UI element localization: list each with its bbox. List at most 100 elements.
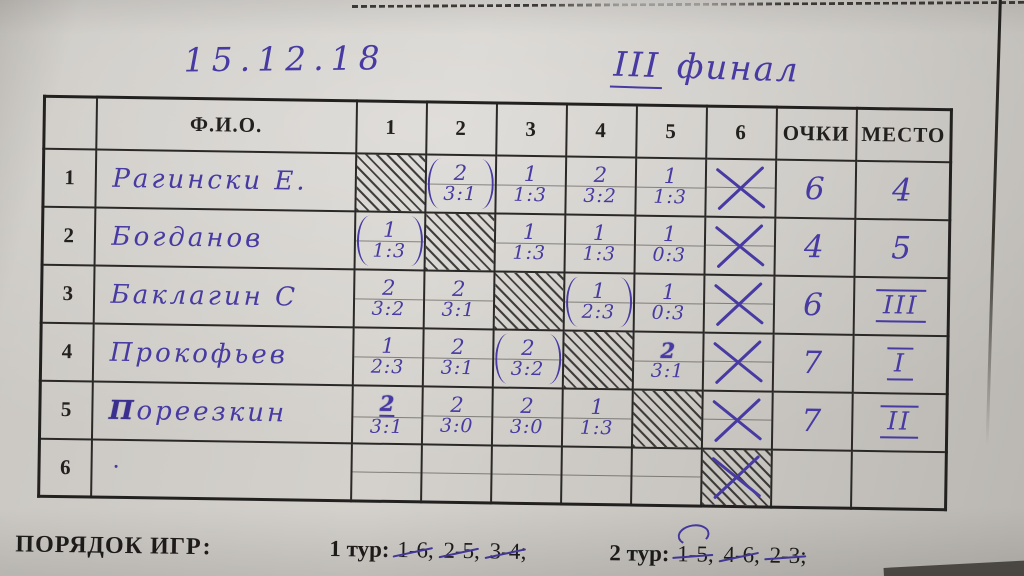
hatched-cell	[424, 211, 495, 271]
total-points: 7	[802, 344, 824, 381]
place-value: III	[875, 289, 926, 323]
tour-2-label: 2 тур:	[609, 540, 670, 567]
set-score: 1:3	[565, 243, 634, 265]
points-value: 2	[521, 335, 535, 361]
set-score: 3:1	[633, 360, 702, 382]
column-header-place: МЕСТО	[855, 108, 952, 162]
x-mark	[702, 449, 771, 506]
set-score: 3:1	[423, 357, 492, 379]
stage-word: финал	[676, 46, 801, 91]
points-value: 1	[592, 220, 607, 246]
hatched-cell	[493, 270, 565, 330]
set-score: 1:3	[635, 186, 705, 208]
hatched-cell	[700, 448, 772, 508]
points-value: 1	[591, 278, 606, 304]
tour-2-pair: 4-6,	[723, 541, 761, 568]
result-cell: 2 3:1	[424, 153, 496, 213]
result-cell	[630, 447, 702, 507]
points-value: 2	[451, 276, 466, 302]
tournament-table: Ф.И.О. 1 2 3 4 5 6 ОЧКИ МЕСТО 1 Рагински…	[37, 94, 953, 512]
result-cell: 1 0:3	[633, 273, 704, 333]
result-cell: 1 1:3	[564, 214, 635, 274]
column-header-5: 5	[635, 105, 707, 159]
result-cell	[490, 444, 562, 504]
points-value: 1	[663, 163, 678, 189]
result-cell	[702, 332, 774, 392]
tour-2: 2 тур: 1-5, 4-6, 2-3;	[609, 540, 811, 569]
points-value: 1	[522, 219, 537, 245]
set-score: 3:1	[424, 299, 493, 321]
column-header-3: 3	[495, 102, 567, 157]
set-score: 2:3	[353, 356, 422, 378]
points-value: 2	[451, 334, 465, 360]
result-cell: 2 3:1	[422, 327, 494, 387]
hatched-cell	[631, 389, 703, 449]
place-value: II	[879, 405, 919, 439]
points-value: 1	[382, 217, 397, 243]
total-points-cell	[770, 449, 852, 509]
column-header-fio: Ф.И.О.	[95, 97, 357, 153]
set-score: 1:3	[495, 242, 564, 264]
handwritten-date: 15.12.18	[183, 38, 387, 80]
place-cell: II	[851, 392, 948, 452]
result-cell: 1 2:3	[352, 326, 424, 386]
set-score: 0:3	[635, 244, 704, 266]
result-cell: 1 1:3	[354, 210, 425, 270]
result-cell: 2 3:1	[632, 331, 704, 391]
set-score: 3:2	[565, 185, 635, 207]
tour-1-pair: 1-6,	[397, 537, 434, 563]
tour-1-label: 1 тур:	[329, 536, 390, 562]
corner-cell	[43, 96, 97, 150]
result-cell: 2 3:2	[353, 268, 425, 328]
result-cell	[703, 216, 775, 276]
result-cell	[420, 443, 492, 503]
column-header-4: 4	[565, 104, 637, 158]
points-value: 1	[662, 221, 677, 247]
player-name-cell: Богданов	[94, 207, 355, 269]
player-name: Баклагин С	[110, 279, 299, 313]
hatched-cell	[354, 152, 426, 212]
set-score: 3:1	[426, 183, 495, 205]
total-points: 4	[803, 228, 826, 265]
order-label: ПОРЯДОК ИГР:	[15, 531, 212, 561]
player-name: Пореезкин	[108, 395, 288, 428]
player-name-cell: Пореезкин	[91, 381, 353, 443]
set-score: 2:3	[564, 301, 633, 323]
total-points: 6	[802, 286, 825, 323]
perforation-dashed-line	[352, 0, 1024, 8]
result-cell	[704, 158, 776, 218]
result-cell: 2 3:2	[564, 156, 636, 216]
row-number: 1	[42, 148, 96, 208]
row-number: 3	[41, 264, 95, 324]
result-cell: 1 1:3	[634, 157, 706, 217]
tour-2-pair: 2-3;	[769, 542, 807, 569]
stage-numeral: III	[609, 44, 664, 90]
place-cell: 5	[853, 218, 950, 278]
place-cell: 4	[854, 160, 951, 220]
total-points: 6	[804, 170, 826, 207]
set-score: 3:1	[352, 415, 421, 438]
result-cell: 1 0:3	[633, 215, 705, 275]
set-score: 1:3	[562, 417, 631, 439]
player-name-cell: Прокофьев	[92, 323, 354, 385]
result-cell: 1 1:3	[561, 387, 633, 448]
row-number: 4	[40, 322, 94, 382]
tour-1: 1 тур: 1-6, 2-5, 3-4;	[329, 536, 531, 565]
result-cell: 1 2:3	[563, 271, 634, 332]
result-cell: 1 1:3	[494, 212, 565, 272]
points-value: 2	[593, 162, 608, 188]
result-cell	[703, 274, 774, 334]
column-header-2: 2	[425, 101, 497, 155]
total-points-cell: 7	[772, 333, 854, 393]
place-value: 5	[891, 229, 913, 267]
total-points-cell: 7	[771, 391, 853, 451]
set-score: 3:2	[493, 358, 562, 380]
player-name-cell: Баклагин С	[93, 265, 355, 327]
pen-dot	[114, 464, 118, 468]
stage-title: III финал	[609, 44, 801, 94]
set-score: 3:2	[354, 298, 423, 320]
tour-1-pair: 3-4;	[489, 538, 527, 564]
total-points-cell: 4	[773, 217, 855, 277]
set-score: 1:3	[355, 240, 424, 262]
